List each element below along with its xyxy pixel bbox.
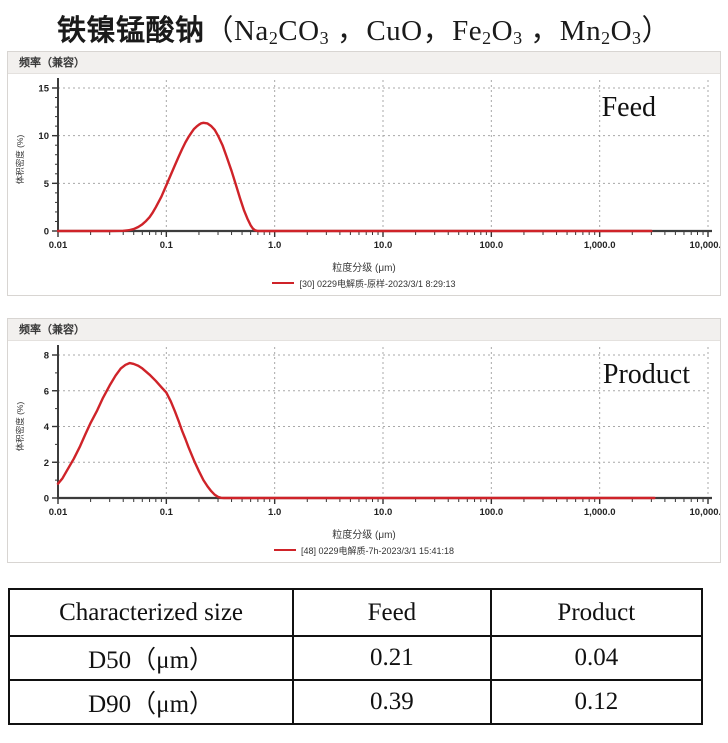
frequency-header-label: 频率（兼容）	[19, 57, 85, 69]
svg-text:100.0: 100.0	[479, 507, 503, 518]
svg-text:1.0: 1.0	[268, 240, 281, 251]
svg-text:0.01: 0.01	[49, 507, 68, 518]
product-chart-panel: 频率（兼容） 0.01 0.1 1.0 10.0 100.0 1,000.0 10,000.…	[7, 318, 721, 563]
header-characterized-size: Characterized size	[7, 588, 295, 637]
svg-text:10.0: 10.0	[374, 240, 393, 251]
svg-text:5: 5	[44, 179, 50, 190]
svg-text:0: 0	[44, 227, 49, 238]
d90-product-value: 0.12	[489, 679, 704, 725]
title-formula: （Na2CO3 ，CuO，Fe2O3 ，Mn2O3）	[204, 15, 672, 49]
d50-feed-value: 0.21	[292, 635, 492, 681]
svg-text:8: 8	[44, 351, 49, 362]
title-chinese: 铁镍锰酸钠	[56, 15, 205, 47]
svg-text:2: 2	[44, 458, 49, 469]
header-product: Product	[489, 588, 704, 637]
header-feed: Feed	[292, 588, 492, 637]
legend-line-icon	[273, 549, 296, 551]
table-row-d50: D50（μm） 0.21 0.04	[7, 635, 704, 681]
svg-text:0.1: 0.1	[160, 507, 174, 518]
svg-text:体积密度 (%): 体积密度 (%)	[15, 135, 25, 185]
legend-line-icon	[272, 282, 295, 284]
d50-product-value: 0.04	[489, 635, 704, 681]
product-plot-svg: 0.01 0.1 1.0 10.0 100.0 1,000.0 10,000.0 0 2 4 6 8 体…	[15, 345, 720, 518]
svg-text:10.0: 10.0	[374, 507, 393, 518]
feed-annotation-label: Feed	[601, 92, 656, 123]
x-axis-title: 粒度分级 (μm)	[332, 263, 396, 274]
size-results-table: Characterized size Feed Product D50（μm） …	[7, 588, 704, 725]
feed-legend: [30] 0229电解质-原样-2023/3/1 8:29:13	[8, 275, 720, 291]
page-title: 铁镍锰酸钠（Na2CO3 ，CuO，Fe2O3 ，Mn2O3）	[0, 0, 728, 50]
d90-feed-value: 0.39	[292, 679, 492, 725]
svg-text:15: 15	[38, 84, 49, 95]
product-legend-label: [48] 0229电解质-7h-2023/3/1 15:41:18	[300, 545, 455, 556]
svg-text:0.1: 0.1	[160, 240, 174, 251]
svg-text:10,000.0: 10,000.0	[690, 240, 720, 251]
product-legend: [48] 0229电解质-7h-2023/3/1 15:41:18	[8, 542, 720, 558]
frequency-header: 频率（兼容）	[8, 319, 720, 341]
x-axis-title: 粒度分级 (μm)	[332, 530, 396, 541]
svg-text:0.01: 0.01	[49, 240, 68, 251]
table-header-row: Characterized size Feed Product	[7, 588, 704, 637]
feed-plot-area: 0.01 0.1 1.0 10.0 100.0 1,000.0 10,000.0 0 5 10 15…	[8, 74, 720, 262]
d90-label: D90（μm）	[7, 679, 295, 725]
frequency-header-label: 频率（兼容）	[19, 324, 85, 336]
svg-text:4: 4	[44, 422, 50, 433]
table-row-d90: D90（μm） 0.39 0.12	[7, 679, 704, 725]
frequency-header: 频率（兼容）	[8, 52, 720, 74]
svg-text:10,000.0: 10,000.0	[690, 507, 720, 518]
svg-text:1.0: 1.0	[268, 507, 281, 518]
svg-text:10: 10	[38, 131, 49, 142]
product-annotation-label: Product	[602, 359, 690, 390]
svg-text:1,000.0: 1,000.0	[584, 240, 616, 251]
svg-text:体积密度 (%): 体积密度 (%)	[15, 402, 25, 452]
svg-text:100.0: 100.0	[479, 240, 503, 251]
d50-label: D50（μm）	[7, 635, 295, 681]
product-plot-area: 0.01 0.1 1.0 10.0 100.0 1,000.0 10,000.0 0 2 4 6 8 体…	[8, 341, 720, 529]
feed-plot-svg: 0.01 0.1 1.0 10.0 100.0 1,000.0 10,000.0 0 5 10 15…	[15, 78, 720, 251]
feed-chart-panel: 频率（兼容） 0.01 0.1 1.0 10.0 100.0 1,000.0 10,000.…	[7, 51, 721, 296]
feed-legend-label: [30] 0229电解质-原样-2023/3/1 8:29:13	[299, 278, 456, 289]
svg-text:0: 0	[44, 494, 49, 505]
svg-text:6: 6	[44, 386, 49, 397]
svg-text:1,000.0: 1,000.0	[584, 507, 616, 518]
